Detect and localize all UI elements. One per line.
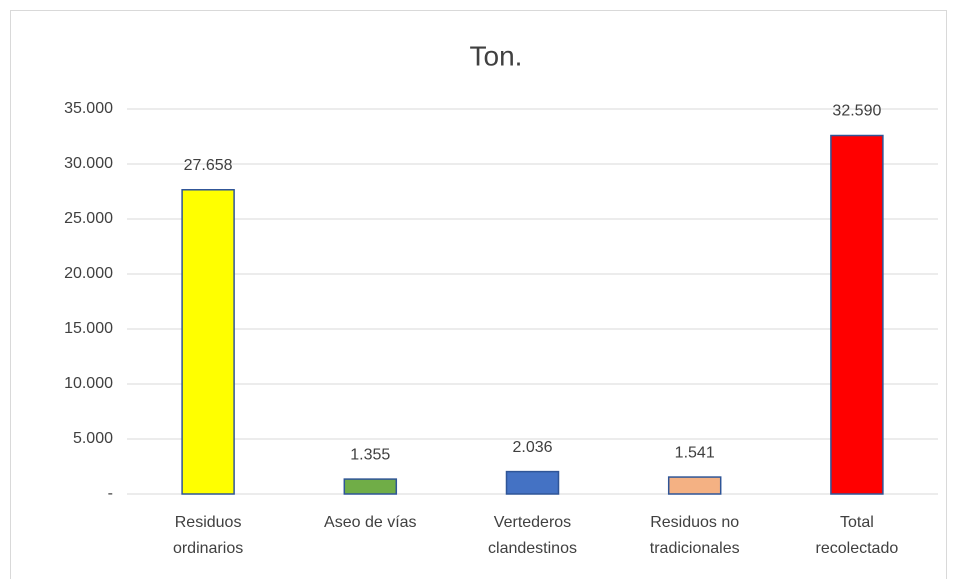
y-tick-label: 15.000 xyxy=(64,320,113,337)
x-tick-label: Aseo de vías xyxy=(324,514,417,531)
bar xyxy=(343,478,398,495)
x-tick-label: Vertederos clandestinos xyxy=(488,514,577,557)
bar xyxy=(667,476,722,495)
bar xyxy=(505,470,560,495)
data-label: 2.036 xyxy=(512,439,552,456)
bar xyxy=(181,189,235,495)
y-tick-label: 5.000 xyxy=(73,430,113,447)
bar xyxy=(830,134,884,495)
data-label: 1.355 xyxy=(350,446,390,463)
y-tick-label: - xyxy=(108,485,113,502)
y-tick-label: 10.000 xyxy=(64,375,113,392)
y-tick-label: 30.000 xyxy=(64,155,113,172)
data-label: 32.590 xyxy=(832,103,881,120)
data-label: 1.541 xyxy=(675,444,715,461)
x-tick-label: Residuos no tradicionales xyxy=(649,514,740,557)
chart-border xyxy=(10,10,947,579)
data-label: 27.658 xyxy=(184,157,233,174)
y-tick-label: 20.000 xyxy=(64,265,113,282)
y-tick-label: 25.000 xyxy=(64,210,113,227)
chart-title: Ton. xyxy=(470,40,523,71)
x-tick-label: Residuos ordinarios xyxy=(172,514,244,557)
x-tick-label: Total recolectado xyxy=(815,514,899,557)
y-tick-label: 35.000 xyxy=(64,100,113,117)
